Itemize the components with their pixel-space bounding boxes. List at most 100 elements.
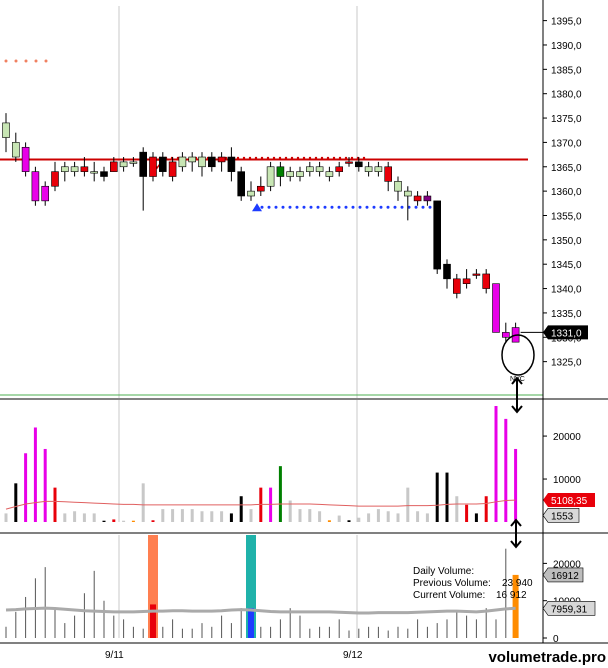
volume-bar bbox=[180, 509, 184, 522]
candle bbox=[423, 191, 432, 206]
highlight-band bbox=[148, 535, 158, 638]
y-tick-label: 1345,0 bbox=[551, 260, 582, 271]
support-dot bbox=[302, 205, 306, 209]
candle-body bbox=[482, 273, 491, 289]
candle-body bbox=[354, 161, 363, 168]
support-dot bbox=[274, 205, 278, 209]
candle-body bbox=[443, 263, 451, 280]
candle-body bbox=[129, 161, 138, 164]
volume-panel: 10000 20000 5108,35 1553 bbox=[4, 400, 595, 523]
resistance-dot bbox=[278, 156, 282, 160]
volume-bar bbox=[327, 520, 331, 522]
last-price-label: 1331,0 bbox=[551, 328, 582, 339]
resistance-dot bbox=[362, 156, 366, 160]
candle-body bbox=[364, 166, 373, 172]
candle bbox=[511, 322, 520, 343]
candle-body bbox=[100, 171, 108, 177]
volume-bar bbox=[131, 520, 135, 522]
candle-body bbox=[403, 190, 412, 197]
y-tick-label: 1335,0 bbox=[551, 309, 582, 320]
y-tick-label: 1395,0 bbox=[551, 17, 582, 28]
volume-bar bbox=[416, 511, 420, 522]
y-tick-label: 20000 bbox=[553, 432, 581, 443]
resistance-dot bbox=[320, 156, 324, 160]
candle-body bbox=[413, 195, 422, 202]
resistance-dot bbox=[236, 156, 240, 160]
resistance-dot bbox=[296, 156, 300, 160]
candle-body bbox=[452, 278, 461, 294]
candle-body bbox=[305, 166, 314, 172]
support-dot bbox=[323, 205, 327, 209]
candle bbox=[217, 152, 226, 172]
volume-bar bbox=[288, 500, 292, 522]
resistance-dot bbox=[326, 156, 330, 160]
candle-body bbox=[70, 166, 79, 172]
volume-moving-average bbox=[5, 499, 516, 510]
volume-bar bbox=[112, 519, 116, 522]
candle-body bbox=[286, 171, 295, 177]
candle-body bbox=[31, 171, 40, 202]
support-dot bbox=[365, 205, 369, 209]
y-tick-label: 1340,0 bbox=[551, 285, 582, 296]
candle-body bbox=[345, 161, 353, 164]
candle bbox=[168, 157, 177, 182]
volume-bar bbox=[435, 472, 439, 522]
volume-bar bbox=[82, 513, 86, 522]
volume-ma-label: 5108,35 bbox=[551, 496, 588, 507]
price-panel: 1325,01330,01335,01340,01345,01350,01355… bbox=[0, 6, 588, 398]
daily-ma-label: 7959,31 bbox=[551, 604, 588, 615]
candle-body bbox=[208, 156, 216, 168]
volume-bar bbox=[396, 513, 400, 522]
daily-moving-average bbox=[5, 606, 516, 615]
support-dot bbox=[393, 205, 397, 209]
candle-body bbox=[60, 166, 69, 172]
y-tick-label: 20000 bbox=[553, 559, 581, 570]
volume-bar bbox=[210, 511, 214, 522]
candle bbox=[452, 273, 461, 299]
legend-title: Daily Volume: bbox=[413, 566, 474, 577]
volume-bar bbox=[425, 513, 429, 522]
candle-body bbox=[188, 156, 196, 163]
marker-dot bbox=[14, 59, 18, 63]
volume-bar bbox=[171, 509, 175, 522]
candle bbox=[276, 161, 285, 187]
support-dot bbox=[330, 205, 334, 209]
y-tick-label: 1360,0 bbox=[551, 187, 582, 198]
volume-bar bbox=[43, 448, 47, 522]
support-dot bbox=[428, 205, 432, 209]
volume-bar bbox=[445, 472, 449, 522]
volume-bar bbox=[504, 418, 508, 522]
daily-ma-box bbox=[542, 601, 596, 616]
y-tick-label: 1390,0 bbox=[551, 41, 582, 52]
support-dot bbox=[337, 205, 341, 209]
volume-bar bbox=[161, 509, 165, 522]
candle bbox=[345, 157, 353, 167]
resistance-dot bbox=[242, 156, 246, 160]
candle-body bbox=[119, 161, 128, 168]
support-dot bbox=[414, 205, 418, 209]
candle-body bbox=[433, 200, 442, 270]
marker-dot bbox=[4, 59, 8, 63]
candle bbox=[374, 161, 383, 177]
candle bbox=[227, 147, 236, 182]
volume-bar bbox=[278, 466, 282, 522]
resistance-dot bbox=[248, 156, 252, 160]
resistance-dot bbox=[254, 156, 258, 160]
candle-body bbox=[256, 185, 265, 192]
candle bbox=[335, 161, 344, 177]
candle bbox=[305, 161, 314, 177]
candle bbox=[325, 166, 334, 182]
highlight-band-bar bbox=[150, 604, 156, 638]
candle bbox=[139, 147, 147, 211]
volume-bar bbox=[318, 511, 322, 522]
candle-body bbox=[139, 151, 147, 177]
volume-bar bbox=[141, 483, 145, 522]
volume-bar bbox=[239, 496, 243, 522]
arrow-head-icon bbox=[510, 518, 522, 527]
volume-bar bbox=[337, 515, 341, 522]
volume-bar bbox=[367, 513, 371, 522]
resistance-dot bbox=[290, 156, 294, 160]
candle bbox=[60, 161, 69, 182]
candle bbox=[90, 161, 98, 182]
volume-bar bbox=[474, 513, 478, 522]
